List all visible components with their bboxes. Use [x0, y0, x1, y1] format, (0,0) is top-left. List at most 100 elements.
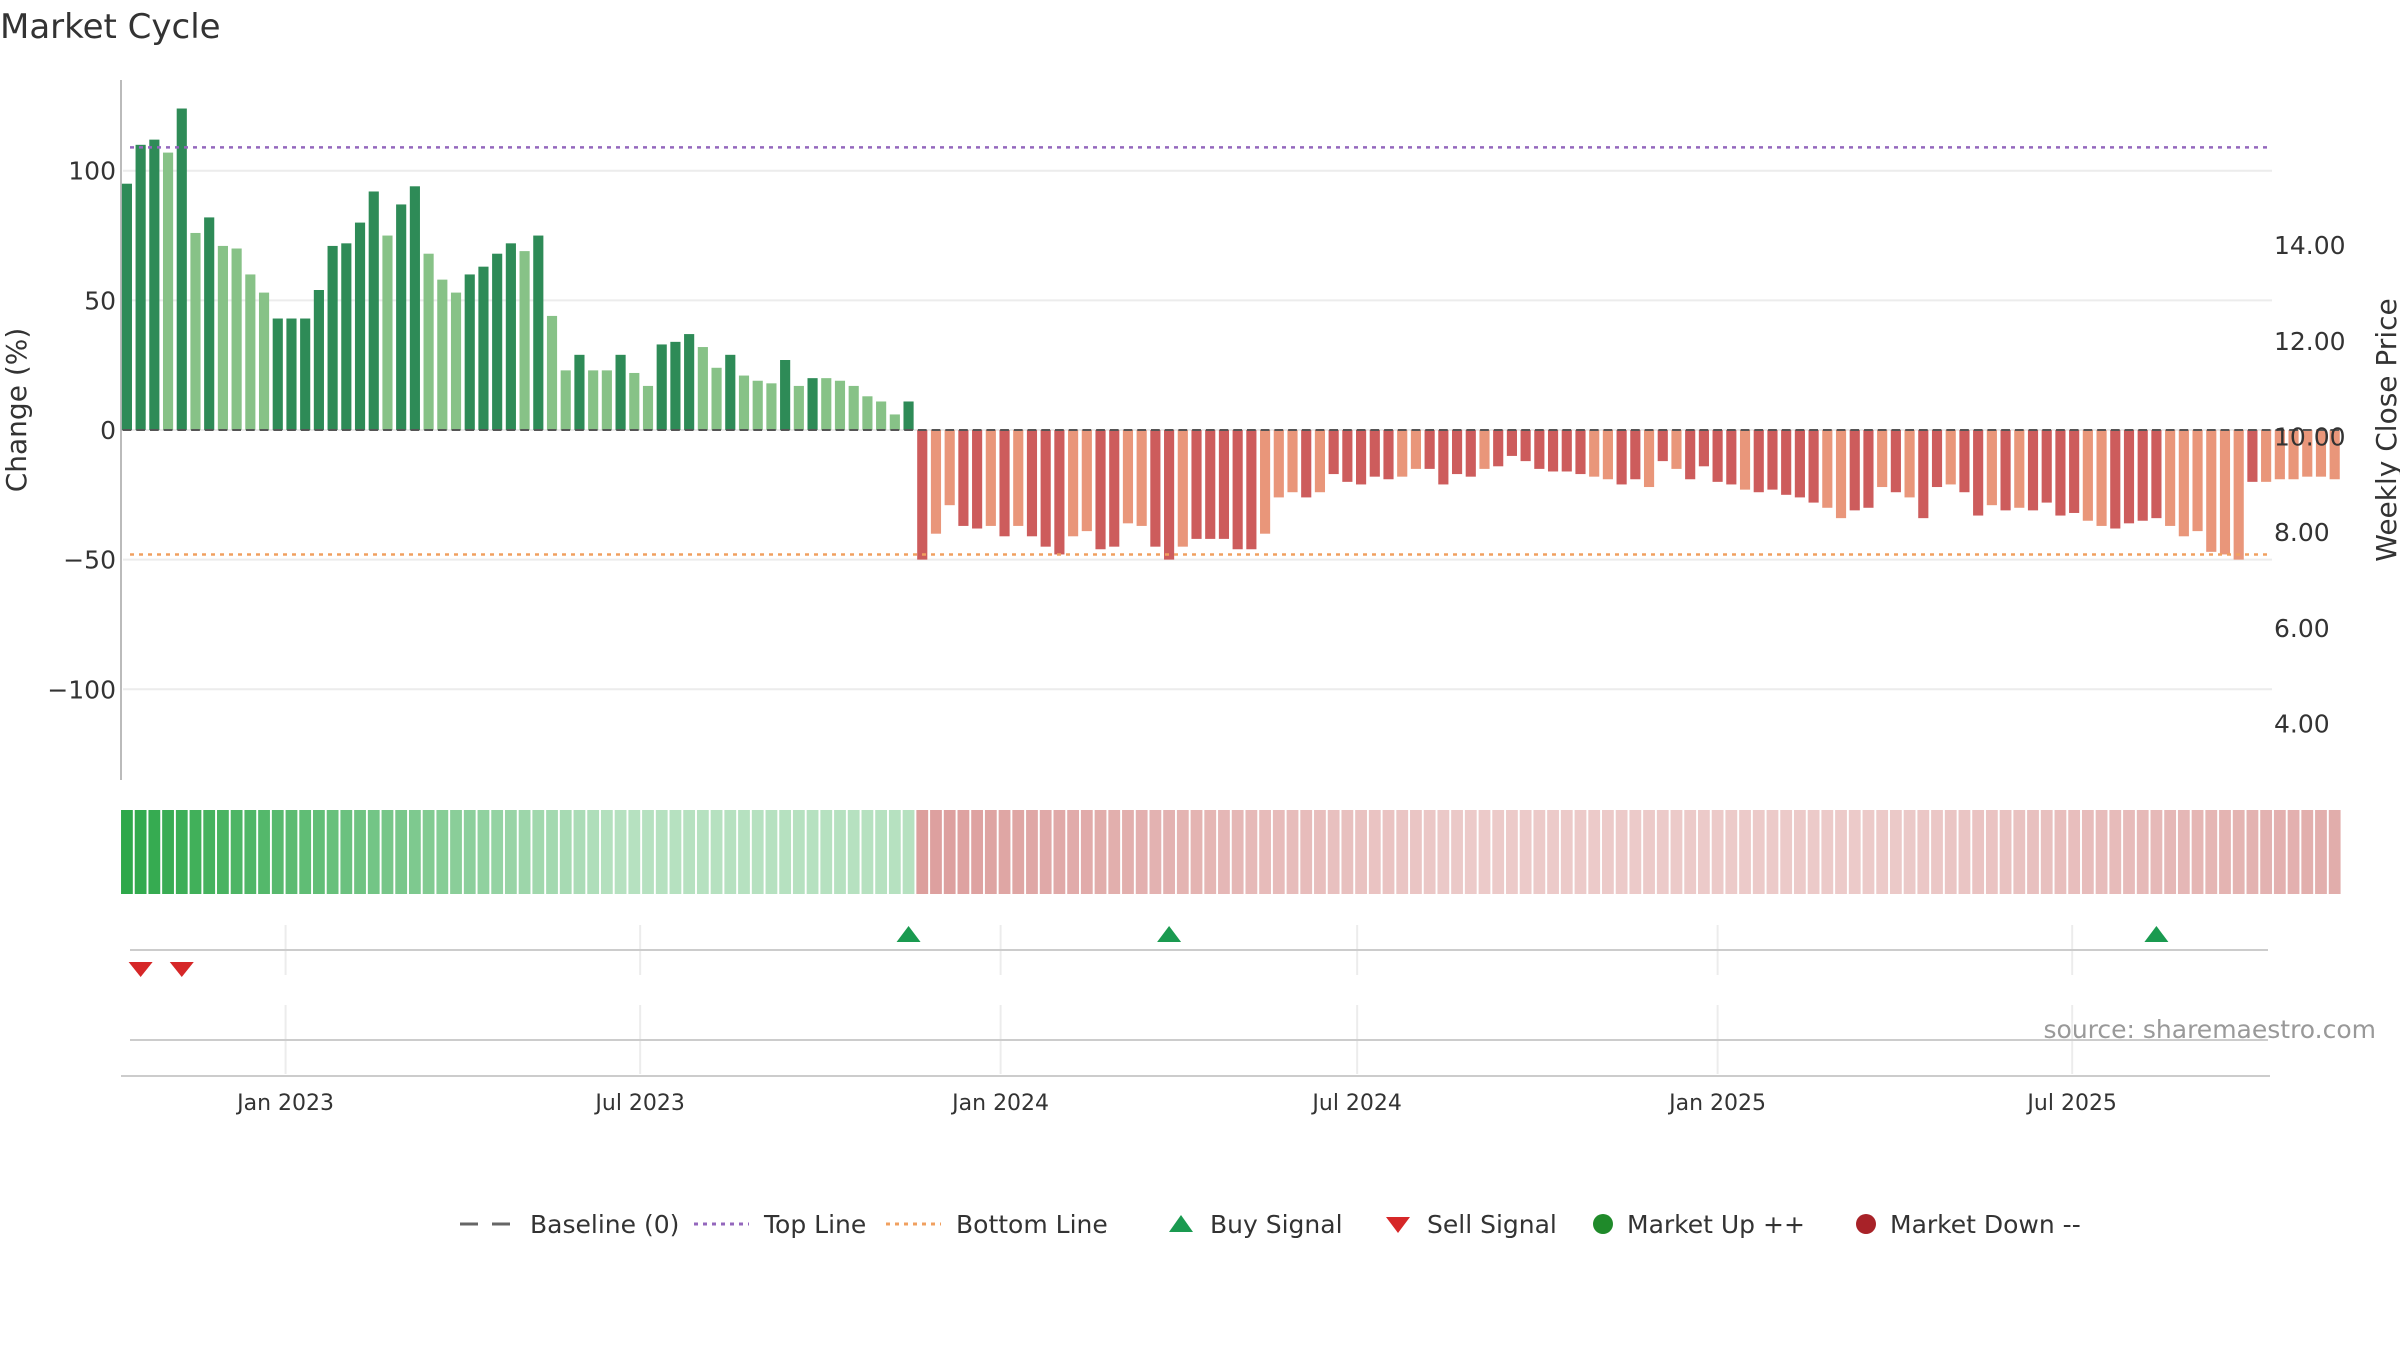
heat-cell: [1999, 810, 2012, 894]
bar: [1191, 430, 1202, 539]
bar: [450, 292, 462, 430]
heat-cell: [1492, 810, 1505, 894]
signal-panel: source: sharemaestro.com: [121, 925, 2377, 1077]
bar: [821, 378, 832, 430]
bar: [1602, 430, 1613, 480]
bar: [1369, 430, 1380, 477]
bar: [793, 385, 804, 430]
bar: [1767, 430, 1778, 490]
bar: [711, 367, 722, 430]
y-right-tick-label: 12.00: [2274, 327, 2346, 356]
heat-cell: [313, 810, 325, 894]
heat-cell: [1368, 810, 1381, 894]
heat-cell: [258, 810, 270, 894]
bar: [437, 279, 448, 430]
heat-cell: [2260, 810, 2273, 894]
bar: [1177, 430, 1188, 547]
bar: [1547, 430, 1559, 472]
heat-cell: [1944, 810, 1957, 894]
signal-gridlines: [284, 925, 2074, 1074]
bar: [1863, 430, 1874, 508]
bar: [1945, 430, 1956, 485]
bar: [1835, 430, 1847, 519]
bar: [1095, 430, 1106, 550]
heat-cell: [1382, 810, 1395, 894]
bar: [999, 430, 1010, 537]
bar: [2288, 430, 2299, 480]
bar: [1150, 430, 1161, 547]
heat-cell: [1437, 810, 1450, 894]
heat-cell: [340, 810, 353, 894]
heat-cell: [271, 810, 284, 894]
bar: [382, 235, 393, 430]
bar: [2247, 430, 2258, 482]
source-credit: source: sharemaestro.com: [2044, 1015, 2377, 1044]
bar: [1506, 430, 1517, 456]
heat-cell: [957, 810, 970, 894]
heat-cell: [546, 810, 558, 894]
heat-cell: [1067, 810, 1080, 894]
x-axis-ticks: Jan 2023 Jul 2023 Jan 2024 Jul 2024 Jan 2025…: [235, 1091, 2117, 1116]
bar: [1356, 430, 1367, 485]
heat-cell: [2205, 810, 2218, 894]
bar: [1301, 430, 1312, 498]
bar: [2014, 430, 2025, 508]
bar: [1739, 430, 1751, 490]
heat-cell: [1327, 810, 1340, 894]
bar: [2206, 430, 2217, 552]
heat-cell: [1245, 810, 1258, 894]
heat-cell: [1643, 810, 1655, 894]
y-left-tick-label: −100: [47, 675, 116, 704]
legend-dot-icon: [1593, 1214, 1613, 1234]
heat-cell: [134, 810, 147, 894]
heat-cell: [1670, 810, 1683, 894]
heat-cell: [847, 810, 860, 894]
bar: [1561, 430, 1572, 472]
heat-cell: [1423, 810, 1436, 894]
heat-cell: [1163, 810, 1175, 894]
bar: [2069, 430, 2080, 513]
heat-cell: [2315, 810, 2327, 894]
bar: [313, 290, 324, 430]
heat-cell: [1547, 810, 1559, 894]
y-right-tick-label: 10.00: [2274, 422, 2346, 451]
heat-cell: [1602, 810, 1614, 894]
y-left-tick-label: 0: [100, 416, 116, 445]
bar: [327, 245, 338, 430]
heat-cell: [2054, 810, 2067, 894]
legend-sell-icon: [1386, 1217, 1410, 1233]
heat-cell: [834, 810, 846, 894]
bar: [204, 217, 215, 430]
y-axis-right-ticks: 14.00 12.00 10.00 8.00 6.00 4.00: [2274, 231, 2346, 738]
x-tick-label: Jul 2024: [1310, 1091, 1402, 1116]
heat-cell: [1889, 810, 1902, 894]
heat-cell: [1218, 810, 1230, 894]
bar: [1931, 430, 1943, 488]
bar: [2233, 430, 2244, 560]
signal-markers: [128, 926, 2169, 977]
heat-cell: [1533, 810, 1546, 894]
heat-cell: [2123, 810, 2135, 894]
trend-heat-strip: [121, 810, 2341, 894]
bar: [766, 383, 777, 430]
heat-cell: [669, 810, 682, 894]
heat-cell: [1259, 810, 1271, 894]
bar: [217, 245, 228, 430]
bar: [176, 108, 187, 430]
bar: [2261, 430, 2272, 482]
bar: [272, 318, 283, 430]
bar: [1026, 430, 1038, 537]
heat-cell: [504, 810, 517, 894]
bar: [574, 354, 585, 430]
bar: [2315, 430, 2327, 477]
bar: [862, 396, 873, 430]
bar: [1643, 430, 1655, 488]
bar: [1671, 430, 1682, 469]
heat-cell: [2040, 810, 2053, 894]
heat-cell: [1958, 810, 1971, 894]
bar: [190, 232, 201, 430]
bar: [1232, 430, 1243, 550]
heat-cell: [1341, 810, 1354, 894]
bar: [300, 318, 311, 430]
